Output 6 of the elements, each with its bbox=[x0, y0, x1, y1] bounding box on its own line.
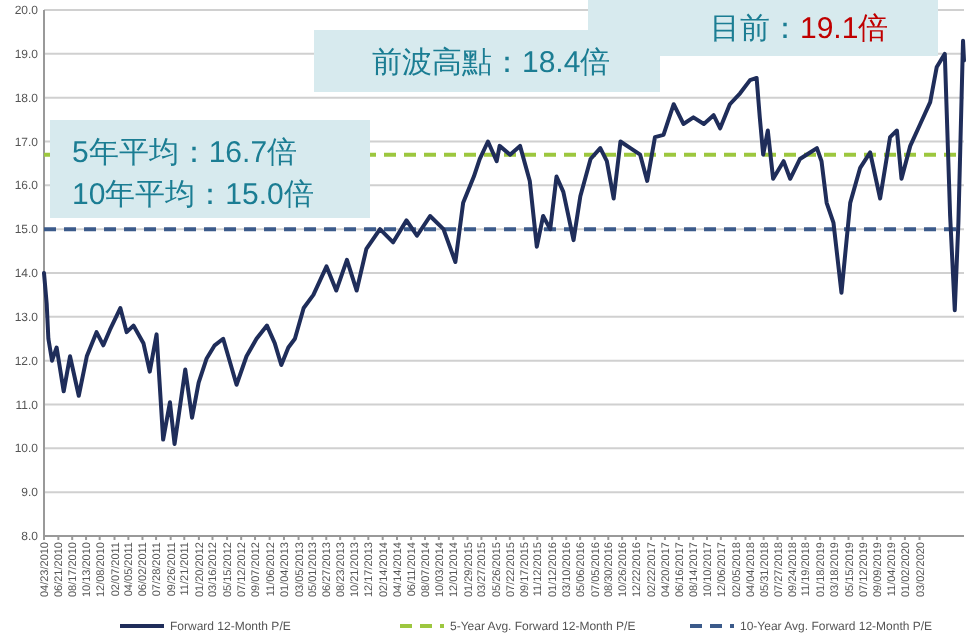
annotation: 5年平均：16.7倍 bbox=[72, 136, 298, 170]
annotation: 19.1倍 bbox=[800, 12, 889, 46]
annotation: 目前： bbox=[710, 12, 800, 46]
annotation: 前波高點：18.4倍 bbox=[372, 46, 611, 80]
line-series bbox=[42, 38, 966, 446]
annotation: 10年平均：15.0倍 bbox=[72, 178, 314, 212]
